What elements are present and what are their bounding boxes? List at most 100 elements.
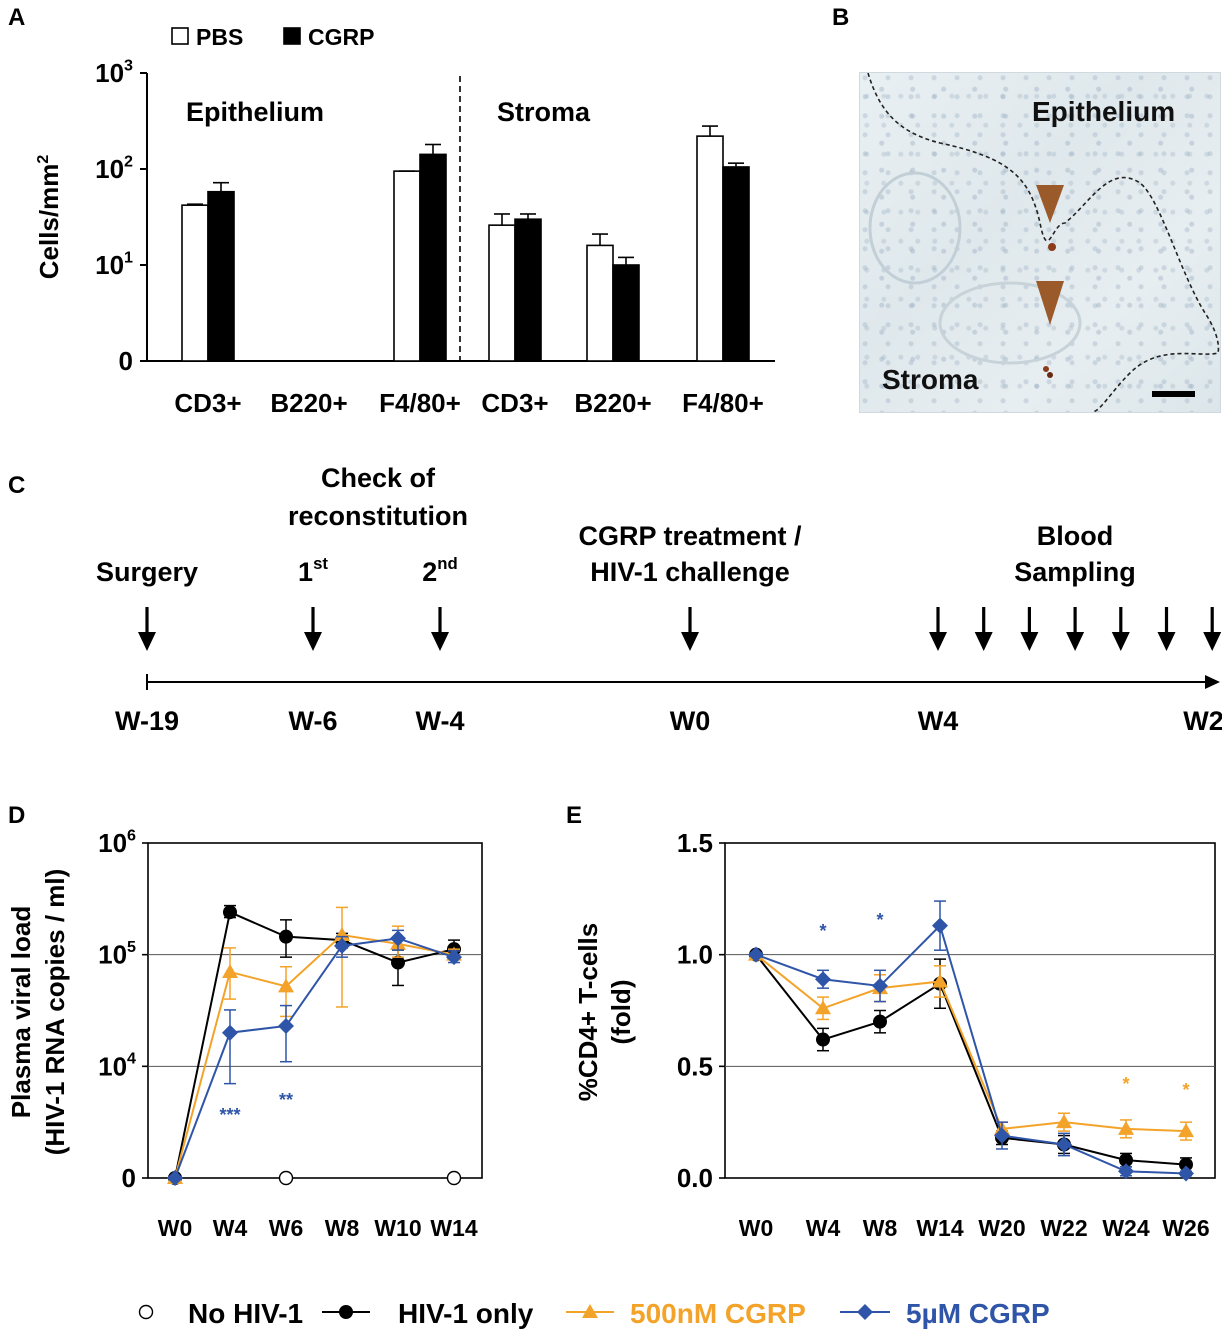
panel-letter-d: D — [8, 802, 25, 829]
down-arrow-icon — [929, 607, 947, 651]
event-label-treatment-line1: CGRP treatment / — [578, 521, 802, 551]
panel-letter-e: E — [566, 802, 582, 829]
stroma-label: Stroma — [882, 364, 979, 395]
bar-cgrp — [514, 218, 542, 362]
down-arrow-head — [929, 632, 947, 651]
significance-label: *** — [219, 1105, 240, 1125]
legend-label-pbs: PBS — [196, 24, 243, 50]
marker-hiv-1-only — [1119, 1153, 1133, 1168]
timeline-week-label: W0 — [670, 706, 711, 736]
line-500nm-cgrp — [755, 953, 1187, 1133]
x-tick-label: W8 — [863, 1215, 898, 1241]
x-tick-label: W6 — [269, 1215, 304, 1241]
down-arrow-head — [1157, 632, 1176, 651]
x-tick-label: B220+ — [574, 388, 651, 418]
bar-cgrp — [207, 190, 235, 362]
marker-5-m-cgrp — [815, 971, 831, 988]
bottom-legend: No HIV-1 HIV-1 only 500nM CGRP 5µM CGRP — [138, 1298, 1050, 1329]
x-tick-label: F4/80+ — [379, 388, 461, 418]
x-tick-label: F4/80+ — [682, 388, 764, 418]
legend-label-hiv-1-only: HIV-1 only — [398, 1298, 534, 1329]
panel-letter-a: A — [8, 4, 25, 31]
y-tick-label: 0 — [122, 1163, 136, 1193]
error-bar-5-m-cgrp — [224, 1009, 236, 1085]
marker-no-hiv-1 — [278, 1170, 294, 1186]
timeline-week-label: W26 — [1183, 706, 1222, 736]
significance-label: * — [1122, 1074, 1129, 1094]
line-hiv-1-only — [174, 910, 455, 1179]
line-5-m-cgrp — [174, 937, 455, 1179]
x-tick-label: W10 — [374, 1215, 421, 1241]
marker-hiv-1-only — [391, 955, 405, 970]
y-axis-label-line2: (HIV-1 RNA copies / ml) — [40, 869, 70, 1156]
panel-d-viral-load-chart: 0 104 105 106 W0 W4 W6 W8 W10 W14 Plasma viral loa… — [6, 826, 483, 1241]
y-tick-label: 102 — [95, 152, 133, 184]
down-arrow-head — [1203, 632, 1222, 651]
y-tick-label: 103 — [95, 56, 133, 88]
down-arrow-icon — [974, 607, 993, 651]
arrowhead-icon — [1036, 281, 1064, 325]
down-arrow-head — [681, 632, 699, 651]
panel-b-micrograph: Epithelium Stroma — [859, 72, 1221, 413]
down-arrow-head — [1111, 632, 1130, 651]
recon-label-line1: Check of — [321, 463, 436, 493]
x-tick-label: W26 — [1162, 1215, 1209, 1241]
region-label-epithelium: Epithelium — [186, 97, 324, 127]
x-tick-label: W24 — [1102, 1215, 1150, 1241]
x-tick-label: W4 — [806, 1215, 841, 1241]
marker-hiv-1-only — [223, 905, 237, 920]
plot-frame — [724, 842, 1216, 1179]
bar-cgrp — [612, 264, 640, 362]
y-axis-label: Cells/mm2 — [34, 155, 64, 280]
down-arrow-icon — [1203, 607, 1222, 651]
line-hiv-1-only — [755, 954, 1187, 1166]
panel-e-cd4-chart: 0.0 0.5 1.0 1.5 W0 W4 W8 W14 W20 W22 W24 W26 %CD4+ T… — [573, 828, 1216, 1241]
marker-hiv-1-only — [816, 1032, 830, 1047]
marker-500nm-cgrp — [1118, 1120, 1134, 1135]
plot-frame — [147, 842, 483, 1179]
timeline-week-label: W-6 — [289, 706, 338, 736]
down-arrow-head — [138, 632, 156, 651]
significance-label: * — [876, 910, 883, 930]
panel-c-timeline: W-19 W-6 W-4 W0 W4 W26 Surgery 1st 2nd Check of re… — [96, 463, 1222, 736]
legend-swatch-pbs — [171, 27, 189, 45]
bar-cgrp — [419, 153, 447, 362]
legend-marker-no-hiv-1 — [138, 1304, 154, 1320]
marker-5-m-cgrp — [1118, 1163, 1134, 1180]
marker-5-m-cgrp — [278, 1017, 294, 1034]
timeline-week-label: W4 — [918, 706, 959, 736]
marker-5-m-cgrp — [446, 949, 462, 966]
arrowhead-icon — [1036, 185, 1064, 223]
stained-cell — [1043, 366, 1049, 372]
y-axis-label-line1: Plasma viral load — [6, 906, 36, 1118]
blood-label-line1: Blood — [1037, 521, 1113, 551]
timeline-arrowhead-icon — [1205, 675, 1220, 689]
panel-a-bar-chart: 0 101 102 103 Cells/mm2 Epithelium Stroma PBS CG… — [34, 24, 775, 418]
event-label-second-check: 2nd — [422, 554, 457, 587]
timeline-week-label: W-4 — [416, 706, 465, 736]
marker-500nm-cgrp — [1056, 1114, 1072, 1129]
down-arrow-head — [1020, 632, 1039, 651]
event-label-treatment-line2: HIV-1 challenge — [590, 557, 790, 587]
bar-pbs — [586, 244, 614, 362]
marker-hiv-1-only — [279, 929, 293, 944]
marker-5-m-cgrp — [872, 977, 888, 994]
tissue-feature — [868, 171, 962, 285]
x-tick-label: W14 — [430, 1215, 478, 1241]
marker-500nm-cgrp — [1178, 1123, 1194, 1138]
legend-swatch-cgrp — [283, 27, 301, 45]
down-arrow-icon — [304, 607, 322, 651]
recon-label-line2: reconstitution — [288, 501, 468, 531]
legend-label-cgrp: CGRP — [308, 24, 374, 50]
legend-marker-5-m-cgrp — [857, 1304, 873, 1320]
down-arrow-icon — [681, 607, 699, 651]
stained-cell — [1047, 372, 1053, 378]
x-tick-label: W0 — [158, 1215, 193, 1241]
x-tick-label: W14 — [916, 1215, 964, 1241]
x-tick-label: W22 — [1040, 1215, 1087, 1241]
region-label-stroma: Stroma — [497, 97, 591, 127]
significance-label: ** — [279, 1090, 293, 1110]
marker-500nm-cgrp — [334, 927, 350, 942]
legend-label-500nm-cgrp: 500nM CGRP — [630, 1298, 806, 1329]
x-tick-label: W4 — [213, 1215, 248, 1241]
